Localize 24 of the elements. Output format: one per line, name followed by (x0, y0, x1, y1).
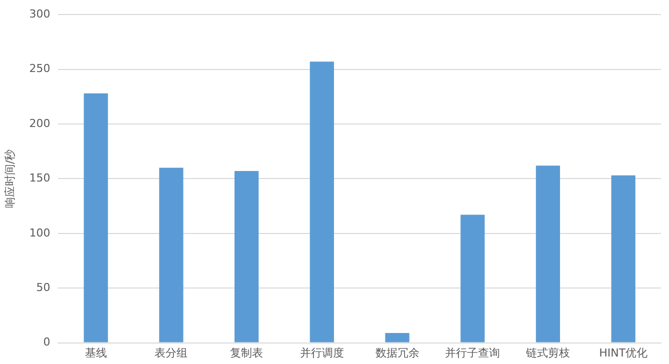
x-tick-label: 链式剪枝 (524, 346, 570, 360)
y-tick-label: 150 (29, 172, 50, 185)
y-tick-label: 300 (29, 7, 50, 20)
bar (310, 62, 334, 342)
x-tick-label: 表分组 (154, 346, 188, 360)
bar (536, 166, 560, 342)
bar (159, 168, 184, 342)
y-tick-label: 50 (36, 280, 50, 294)
x-tick-label: 基线 (84, 346, 107, 360)
y-tick-label: 200 (29, 116, 50, 130)
y-tick-label: 100 (29, 226, 50, 240)
y-axis-title: 响应时间/秒 (3, 149, 16, 208)
bar (460, 214, 485, 342)
bar (611, 175, 636, 342)
x-tick-label: HINT优化 (599, 346, 648, 360)
y-tick-label: 0 (43, 336, 50, 349)
x-tick-label: 并行子查询 (445, 346, 500, 360)
x-tick-label: 复制表 (230, 346, 264, 360)
bar (84, 93, 108, 342)
bar (234, 171, 259, 342)
x-tick-label: 数据冗余 (375, 346, 420, 360)
y-tick-label: 250 (29, 62, 50, 76)
x-tick-label: 并行调度 (300, 346, 344, 360)
bar (385, 332, 410, 342)
